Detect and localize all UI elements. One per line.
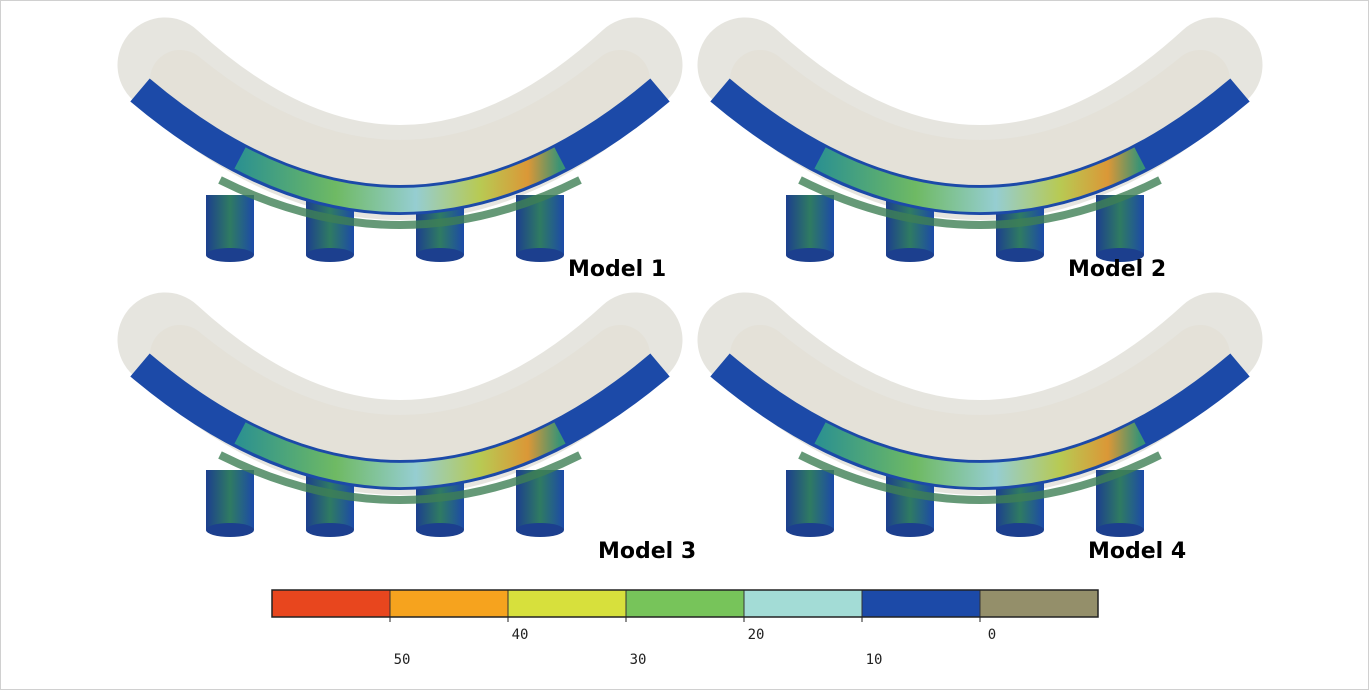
colorbar-tick-label: 40 bbox=[512, 627, 529, 643]
implant-base bbox=[306, 523, 354, 537]
implant-base bbox=[786, 523, 834, 537]
colorbar-segment bbox=[862, 590, 980, 617]
implant-base bbox=[516, 248, 564, 262]
implant-base bbox=[206, 248, 254, 262]
implant-base bbox=[996, 523, 1044, 537]
model-render bbox=[720, 340, 1240, 537]
colorbar-segment bbox=[744, 590, 862, 617]
implant-base bbox=[886, 523, 934, 537]
figure: Model 1 Model 2 Model 3 Model 4 50 40 30 20… bbox=[0, 0, 1369, 690]
implant-base bbox=[996, 248, 1044, 262]
colorbar-segment bbox=[508, 590, 626, 617]
implant-base bbox=[306, 248, 354, 262]
implant bbox=[206, 195, 254, 255]
model-label: Model 1 bbox=[568, 257, 666, 282]
colorbar-segment bbox=[980, 590, 1098, 617]
implant-base bbox=[886, 248, 934, 262]
implant bbox=[786, 195, 834, 255]
colorbar-tick-label: 30 bbox=[630, 652, 647, 668]
implant-base bbox=[1096, 523, 1144, 537]
model-label: Model 4 bbox=[1088, 539, 1186, 564]
implant-base bbox=[416, 523, 464, 537]
implant-base bbox=[206, 523, 254, 537]
model-render bbox=[140, 65, 660, 262]
implant-base bbox=[416, 248, 464, 262]
colorbar-tick-label: 20 bbox=[748, 627, 765, 643]
implant bbox=[206, 470, 254, 530]
colorbar: 50 40 30 20 10 0 bbox=[272, 590, 1098, 668]
implant bbox=[786, 470, 834, 530]
implant-base bbox=[786, 248, 834, 262]
colorbar-tick-label: 0 bbox=[988, 627, 996, 643]
colorbar-segment bbox=[272, 590, 390, 617]
model-label: Model 3 bbox=[598, 539, 696, 564]
colorbar-segment bbox=[626, 590, 744, 617]
colorbar-tick-label: 10 bbox=[866, 652, 883, 668]
model-render bbox=[140, 340, 660, 537]
colorbar-tick-label: 50 bbox=[394, 652, 411, 668]
implant-base bbox=[516, 523, 564, 537]
colorbar-segment bbox=[390, 590, 508, 617]
model-render bbox=[720, 65, 1240, 262]
model-label: Model 2 bbox=[1068, 257, 1166, 282]
figure-canvas: Model 1 Model 2 Model 3 Model 4 50 40 30 20… bbox=[0, 0, 1369, 690]
